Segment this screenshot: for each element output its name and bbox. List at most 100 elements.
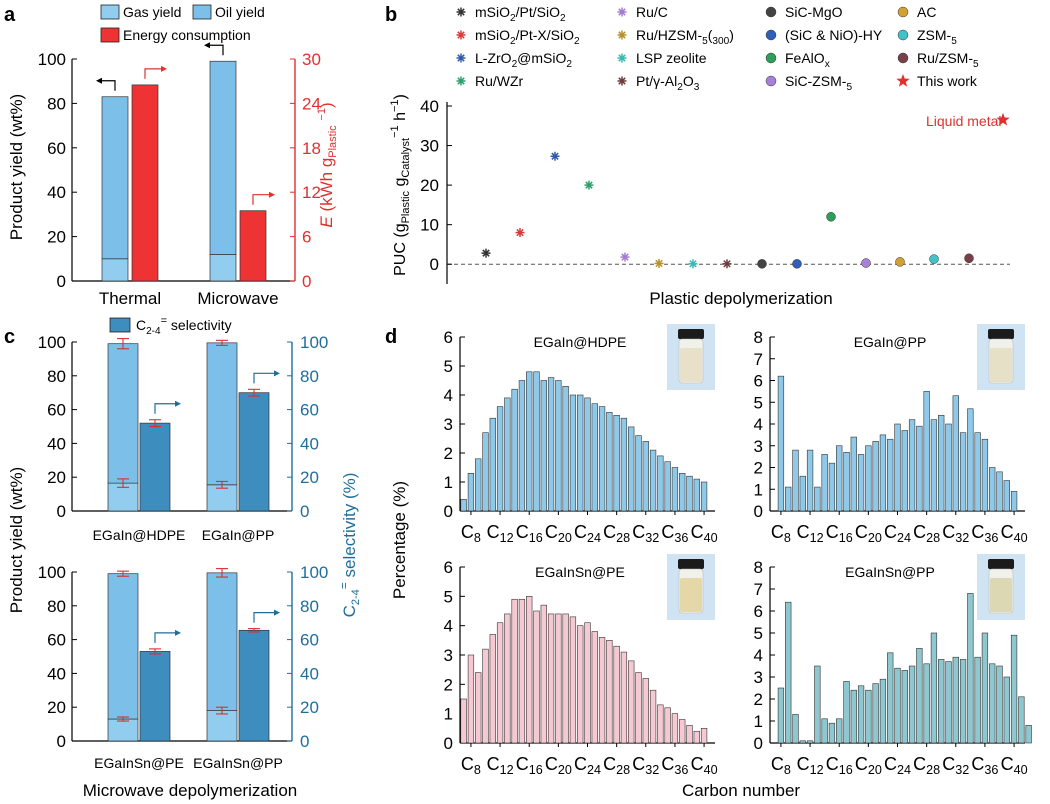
panel-a-y2tick-label: 0 — [302, 272, 311, 291]
hist-bar — [664, 461, 671, 512]
hist-xtick-label: C20 — [545, 754, 572, 777]
hist-bar — [916, 648, 923, 744]
vial-photo-icon — [667, 324, 715, 390]
hist-bar — [857, 685, 865, 744]
hist-bar — [865, 445, 872, 512]
hist-xtick-label: C20 — [855, 522, 882, 545]
legend-swatch-energy — [100, 27, 120, 43]
hist-ytick-label: 7 — [754, 580, 763, 599]
hist-ytick-label: 1 — [444, 705, 453, 724]
hist-xtick-label: C24 — [884, 522, 911, 545]
bar-oil-yield — [206, 572, 238, 711]
hist-bar — [850, 689, 857, 744]
hist-bar — [996, 471, 1003, 512]
vial-photo-icon — [667, 554, 715, 620]
legend-label: This work — [917, 73, 978, 89]
bar-oil-yield — [206, 342, 238, 486]
hist-ytick-label: 0 — [754, 502, 763, 521]
data-point — [929, 254, 939, 264]
panel-c-ytick-label: 60 — [47, 631, 66, 650]
error-bar — [216, 480, 228, 489]
hist-bar — [526, 371, 533, 512]
legend-label: FeAlOx — [785, 50, 830, 70]
hist-bar — [1003, 480, 1010, 512]
category-label: EGaInSn@PE — [94, 755, 184, 771]
hist-bar — [649, 449, 657, 512]
hist-ytick-label: 6 — [754, 372, 763, 391]
hist-ytick-label: 0 — [444, 734, 453, 753]
hist-ytick-label: 6 — [444, 328, 453, 347]
hist-ytick-label: 5 — [754, 624, 763, 643]
error-bar — [149, 648, 161, 655]
hist-bar — [584, 622, 591, 744]
hist-bar — [843, 451, 850, 512]
hist-bar — [628, 426, 635, 512]
bar-gas-yield — [107, 718, 139, 742]
legend-label-oil: Oil yield — [215, 4, 265, 20]
hist-bar — [577, 625, 584, 744]
data-point — [481, 248, 491, 258]
legend-marker — [456, 76, 466, 86]
legend-marker — [617, 7, 627, 17]
error-bar — [248, 388, 260, 397]
hist-xtick-label: C28 — [603, 522, 630, 545]
hist-bar — [482, 432, 489, 512]
error-bar — [117, 478, 129, 488]
hist-bar — [504, 397, 511, 512]
legend-label: Ru/C — [636, 4, 668, 20]
hist-bar — [828, 722, 836, 744]
hist-bar — [489, 417, 496, 512]
hist-xtick-label: C8 — [461, 754, 481, 777]
error-bar — [117, 570, 129, 577]
hist-bar — [518, 598, 526, 744]
legend-swatch-oil — [192, 4, 212, 20]
hist-bar — [642, 678, 649, 744]
hist-xtick-label: C24 — [884, 754, 911, 777]
hist-xtick-label: C8 — [461, 522, 481, 545]
legend-marker — [765, 6, 777, 18]
panel-c-y2tick-label: 80 — [300, 367, 319, 386]
hist-xtick-label: C32 — [632, 522, 659, 545]
panel-c-ytick-label: 0 — [57, 502, 66, 521]
hist-bar — [792, 714, 799, 744]
panel-b-annotation: Liquid metal — [926, 113, 1002, 129]
hist-bar — [496, 406, 504, 512]
bar-selectivity — [139, 422, 171, 512]
hist-bar — [872, 683, 879, 744]
panel-c-ytick-label: 100 — [38, 333, 66, 352]
hist-ytick-label: 5 — [444, 587, 453, 606]
hist-bar — [981, 438, 989, 512]
hist-bar — [620, 651, 628, 744]
hist-xtick-label: C12 — [797, 754, 824, 777]
hist-bar — [1003, 676, 1010, 744]
hist-bar — [923, 391, 930, 512]
bar-selectivity — [238, 392, 270, 512]
hist-bar — [857, 454, 865, 512]
error-bar — [216, 339, 228, 346]
panel-letter-b: b — [385, 4, 397, 26]
hist-bar — [777, 375, 785, 512]
panel-b-ylabel: PUC (gPlastic gCatalyst−1 h−1) — [389, 94, 412, 276]
hist-bar — [894, 667, 901, 744]
legend-marker — [897, 29, 909, 41]
data-point — [722, 259, 732, 269]
panel-c-ylabel: Product yield (wt%) — [7, 467, 26, 613]
data-point — [688, 259, 698, 269]
bar-gas-yield — [101, 258, 129, 282]
hist-bar — [628, 660, 635, 744]
panel-d-xlabel: Carbon number — [682, 781, 800, 800]
hist-xtick-label: C28 — [603, 754, 630, 777]
panel-a-y2tick-label: 18 — [302, 139, 321, 158]
data-point — [792, 259, 802, 269]
data-point — [654, 258, 664, 268]
legend-marker — [617, 30, 627, 40]
hist-bar — [671, 467, 679, 512]
hist-bar — [562, 613, 569, 744]
hist-bar — [814, 665, 821, 744]
hist-bar — [606, 412, 613, 512]
hist-bar — [930, 419, 938, 512]
vial-photo-icon — [977, 554, 1025, 620]
panel-c-ytick-label: 60 — [47, 401, 66, 420]
hist-bar — [908, 665, 916, 744]
hist-bar — [916, 425, 923, 512]
